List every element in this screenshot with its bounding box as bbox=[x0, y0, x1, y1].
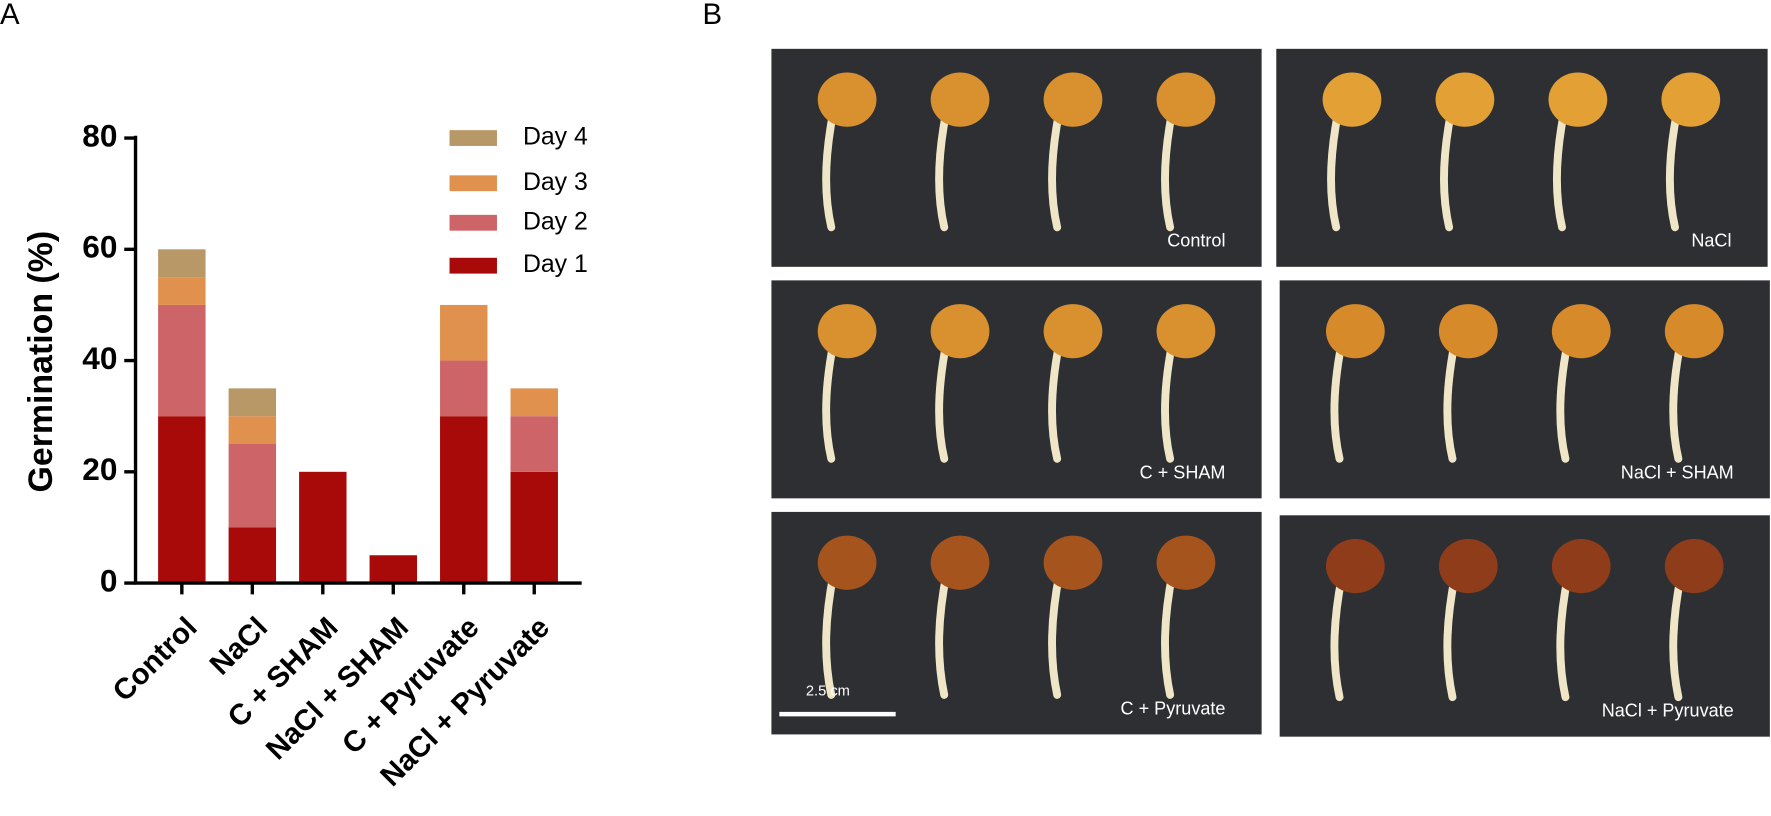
bar-segment bbox=[510, 471, 558, 584]
seed bbox=[1551, 539, 1611, 594]
sprout bbox=[1161, 106, 1177, 232]
sprout bbox=[1327, 106, 1343, 232]
bar-segment bbox=[299, 471, 347, 584]
sprout bbox=[822, 570, 838, 699]
panel-label: B bbox=[703, 0, 723, 31]
y-tick-label: 20 bbox=[82, 451, 117, 487]
photo-label: C + Pyruvate bbox=[1121, 698, 1226, 718]
legend-label: Day 3 bbox=[523, 169, 588, 196]
seed bbox=[1043, 535, 1103, 590]
bar-segment bbox=[228, 416, 277, 445]
bar-segment bbox=[369, 555, 417, 584]
seed bbox=[1156, 72, 1216, 127]
legend-label: Day 4 bbox=[523, 124, 588, 151]
seed bbox=[1043, 72, 1103, 127]
bar-segment bbox=[440, 304, 488, 361]
legend-label: Day 1 bbox=[523, 251, 588, 278]
seed bbox=[930, 535, 990, 590]
bar-segment bbox=[158, 416, 206, 584]
seed bbox=[1325, 539, 1385, 594]
sprout bbox=[935, 338, 951, 463]
seed bbox=[1548, 72, 1608, 127]
seed bbox=[817, 72, 877, 127]
legend-swatch bbox=[449, 130, 497, 146]
photo-label: NaCl + Pyruvate bbox=[1602, 701, 1734, 721]
sprout bbox=[1669, 338, 1685, 463]
seed bbox=[817, 304, 877, 359]
seed bbox=[930, 72, 990, 127]
sprout bbox=[1443, 573, 1459, 702]
sprout bbox=[1556, 338, 1572, 463]
y-tick-label: 0 bbox=[100, 562, 118, 598]
sprout bbox=[1330, 573, 1346, 702]
sprout bbox=[1048, 570, 1064, 699]
sprout bbox=[1669, 573, 1685, 702]
photo-label: NaCl + SHAM bbox=[1621, 462, 1734, 482]
bar-segment bbox=[440, 416, 488, 584]
y-tick-label: 40 bbox=[82, 340, 117, 376]
sprout bbox=[822, 106, 838, 232]
bar-segment bbox=[228, 444, 277, 528]
x-tick-label: Control bbox=[106, 611, 203, 708]
seed bbox=[1664, 539, 1724, 594]
bar-segment bbox=[440, 360, 488, 417]
seed bbox=[1156, 535, 1216, 590]
seed bbox=[1156, 304, 1216, 359]
seed bbox=[930, 304, 990, 359]
sprout bbox=[935, 106, 951, 232]
bar-segment bbox=[510, 416, 558, 472]
seed bbox=[1322, 72, 1382, 127]
legend-label: Day 2 bbox=[523, 208, 588, 235]
legend-swatch bbox=[449, 214, 497, 231]
sprout bbox=[1556, 573, 1572, 702]
bar-segment bbox=[158, 249, 206, 278]
sprout bbox=[1161, 570, 1177, 699]
seed bbox=[817, 535, 877, 590]
bar-segment bbox=[228, 388, 277, 417]
y-tick-label: 60 bbox=[82, 229, 117, 265]
sprout bbox=[1161, 338, 1177, 463]
bar-segment bbox=[228, 527, 277, 584]
sprout bbox=[1048, 106, 1064, 232]
legend-swatch bbox=[449, 175, 497, 192]
seed bbox=[1435, 72, 1495, 127]
seed bbox=[1551, 304, 1611, 359]
seed bbox=[1325, 304, 1385, 359]
seed bbox=[1661, 72, 1721, 127]
photo-label: NaCl bbox=[1691, 231, 1731, 251]
photo-label: C + SHAM bbox=[1140, 462, 1226, 482]
y-tick-label: 80 bbox=[82, 117, 117, 153]
bar-segment bbox=[510, 388, 558, 417]
panel-label: A bbox=[0, 0, 20, 31]
sprout bbox=[1443, 338, 1459, 463]
seed bbox=[1438, 304, 1498, 359]
seed bbox=[1043, 304, 1103, 359]
sprout bbox=[1552, 106, 1569, 232]
seed bbox=[1664, 304, 1724, 359]
seed bbox=[1438, 539, 1498, 594]
sprout bbox=[1665, 106, 1682, 232]
bar-segment bbox=[158, 277, 206, 305]
photo-label: Control bbox=[1167, 231, 1225, 251]
sprout bbox=[1048, 338, 1064, 463]
sprout bbox=[1440, 106, 1456, 232]
bar-segment bbox=[158, 304, 206, 417]
sprout bbox=[1330, 338, 1346, 463]
y-axis-label: Germination (%) bbox=[22, 231, 60, 493]
scale-bar-label: 2.5 cm bbox=[806, 683, 850, 699]
sprout bbox=[935, 570, 951, 699]
sprout bbox=[822, 338, 838, 463]
legend-swatch bbox=[449, 257, 497, 274]
